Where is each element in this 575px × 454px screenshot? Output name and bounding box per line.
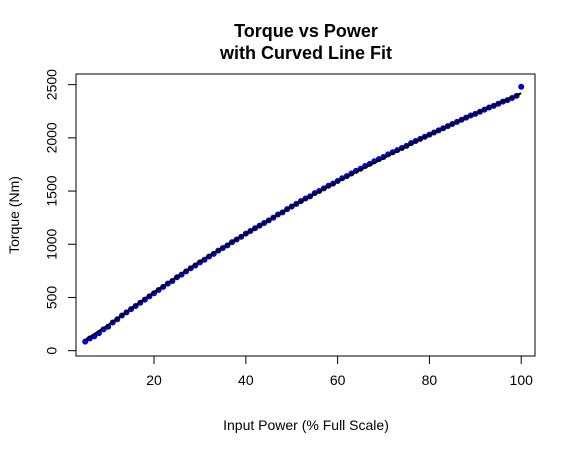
x-axis: 20 40 60 80 100 xyxy=(146,355,534,388)
y-tick-label: 1000 xyxy=(44,228,60,259)
x-tick-label: 60 xyxy=(330,372,346,388)
y-tick-label: 2500 xyxy=(44,69,60,100)
x-tick-label: 20 xyxy=(146,372,162,388)
fit-curve xyxy=(84,92,522,341)
y-axis: 0 500 1000 1500 2000 2500 xyxy=(44,69,77,355)
x-tick-label: 80 xyxy=(422,372,438,388)
y-axis-label: Torque (Nm) xyxy=(6,176,22,254)
plot-marks xyxy=(82,83,525,345)
chart-title: Torque vs Power xyxy=(234,21,378,41)
y-tick-label: 1500 xyxy=(44,175,60,206)
y-tick-label: 500 xyxy=(44,286,60,310)
y-tick-label: 0 xyxy=(44,347,60,355)
y-tick-label: 2000 xyxy=(44,122,60,153)
x-tick-label: 40 xyxy=(238,372,254,388)
x-axis-label: Input Power (% Full Scale) xyxy=(223,417,389,433)
x-tick-label: 100 xyxy=(510,372,534,388)
data-point xyxy=(518,83,525,90)
chart-subtitle: with Curved Line Fit xyxy=(219,43,392,63)
